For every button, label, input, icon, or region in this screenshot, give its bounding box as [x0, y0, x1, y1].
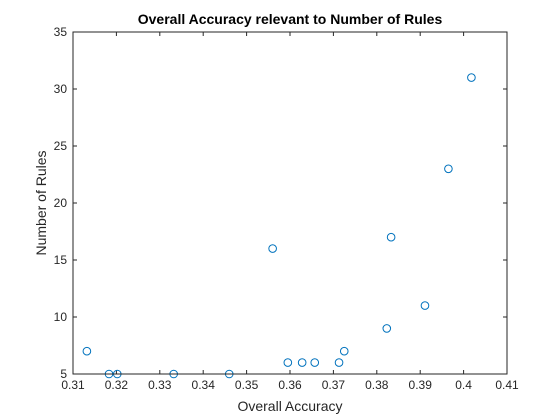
- x-tick-label: 0.41: [495, 378, 519, 392]
- data-point: [467, 73, 476, 82]
- y-axis-label: Number of Rules: [33, 150, 49, 255]
- plot-frame: [72, 31, 508, 375]
- axis-ticks: 0.31 0.32 0.33 0.34 0.35 0.36 0.37 0.38 0.39 0.4 0…: [54, 25, 519, 392]
- x-tick-label: 0.36: [278, 378, 302, 392]
- x-tick-label: 0.4: [455, 378, 472, 392]
- data-points: [82, 73, 476, 379]
- x-tick-label: 0.38: [365, 378, 389, 392]
- y-tick-label: 30: [54, 82, 68, 96]
- y-tick-label: 20: [54, 196, 68, 210]
- y-tick-label: 10: [54, 310, 68, 324]
- data-point: [382, 324, 392, 333]
- data-point: [339, 346, 349, 356]
- y-tick-label: 5: [60, 367, 67, 381]
- data-point: [268, 244, 277, 253]
- data-point: [297, 358, 307, 367]
- y-tick-label: 25: [54, 139, 68, 153]
- data-point: [82, 346, 92, 356]
- data-point: [310, 358, 320, 367]
- x-tick-label: 0.31: [61, 378, 85, 392]
- x-tick-label: 0.32: [105, 378, 129, 392]
- data-point: [283, 358, 293, 367]
- data-point: [386, 232, 396, 242]
- y-tick-label: 15: [54, 253, 68, 267]
- x-tick-label: 0.39: [409, 378, 433, 392]
- data-point: [444, 164, 453, 174]
- x-tick-label: 0.34: [192, 378, 216, 392]
- x-tick-label: 0.37: [322, 378, 346, 392]
- x-tick-label: 0.33: [148, 378, 172, 392]
- x-tick-label: 0.35: [235, 378, 259, 392]
- data-point: [334, 358, 344, 367]
- y-tick-label: 35: [54, 25, 68, 39]
- x-axis-label: Overall Accuracy: [237, 398, 342, 414]
- data-point: [420, 301, 430, 310]
- chart-title: Overall Accuracy relevant to Number of R…: [138, 11, 443, 27]
